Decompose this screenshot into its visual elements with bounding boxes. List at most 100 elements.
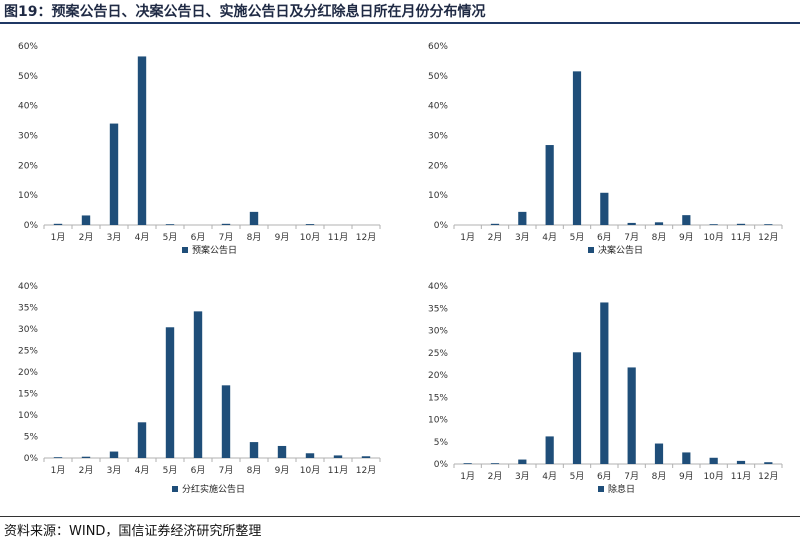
y-tick-label: 5%: [24, 433, 39, 443]
bar: [81, 215, 91, 225]
x-tick-label: 7月: [624, 471, 639, 482]
x-tick-label: 8月: [652, 232, 667, 243]
x-tick-label: 12月: [758, 232, 778, 243]
bar: [764, 224, 773, 225]
y-tick-label: 50%: [18, 72, 38, 82]
bar: [249, 442, 259, 458]
x-tick-label: 10月: [703, 232, 723, 243]
y-tick-label: 50%: [428, 72, 448, 82]
x-tick-label: 4月: [542, 471, 557, 482]
bar: [572, 352, 582, 464]
x-tick-label: 5月: [163, 232, 178, 243]
bar: [333, 455, 343, 458]
bar: [709, 457, 718, 464]
bar: [137, 56, 147, 225]
bar: [463, 463, 472, 464]
source-note: 资料来源：WIND，国信证券经济研究所整理: [4, 524, 262, 539]
x-tick-label: 3月: [107, 232, 122, 243]
y-tick-label: 35%: [18, 304, 38, 314]
bar: [654, 443, 664, 464]
x-tick-label: 9月: [275, 465, 290, 476]
x-tick-label: 7月: [624, 232, 639, 243]
bar: [249, 211, 259, 225]
bar: [221, 385, 231, 458]
x-tick-label: 5月: [163, 465, 178, 476]
y-tick-label: 10%: [428, 191, 448, 201]
y-tick-label: 30%: [18, 132, 38, 142]
x-tick-label: 6月: [191, 232, 206, 243]
bar: [193, 311, 203, 458]
bar: [490, 463, 500, 464]
bar: [600, 192, 609, 225]
y-tick-label: 40%: [428, 282, 448, 292]
x-tick-label: 1月: [51, 232, 66, 243]
y-tick-label: 20%: [428, 371, 448, 381]
bar: [600, 302, 609, 464]
bar: [490, 223, 500, 225]
x-tick-label: 3月: [515, 232, 530, 243]
legend-swatch: [172, 486, 178, 492]
x-tick-label: 4月: [135, 232, 150, 243]
x-tick-label: 7月: [219, 465, 234, 476]
x-tick-label: 6月: [597, 471, 612, 482]
x-tick-label: 1月: [51, 465, 66, 476]
bar: [53, 457, 63, 458]
y-tick-label: 10%: [18, 411, 38, 421]
x-tick-label: 12月: [758, 471, 778, 482]
x-tick-label: 8月: [247, 232, 262, 243]
legend-swatch: [588, 247, 594, 253]
bar: [572, 71, 582, 225]
x-tick-label: 7月: [219, 232, 234, 243]
x-tick-label: 9月: [275, 232, 290, 243]
y-tick-label: 60%: [18, 42, 38, 52]
y-tick-label: 10%: [18, 191, 38, 201]
chart-implementation-announcement: 0% 5% 10% 15% 20% 25% 30% 35% 40% 1月 2月 3月 4月 5月 6月 7月 8…: [18, 282, 381, 495]
bar: [361, 456, 371, 458]
y-tick-label: 30%: [428, 132, 448, 142]
bar: [518, 211, 527, 225]
bar: [627, 222, 636, 225]
bar: [109, 451, 119, 458]
x-tick-label: 2月: [79, 232, 94, 243]
bar: [518, 459, 527, 464]
x-tick-label: 2月: [79, 465, 94, 476]
x-tick-label: 10月: [703, 471, 723, 482]
bar: [736, 460, 746, 464]
bottom-rule: [0, 516, 800, 517]
x-tick-label: 11月: [731, 471, 751, 482]
bar: [305, 453, 315, 458]
y-tick-label: 40%: [18, 282, 38, 292]
bar: [736, 223, 746, 225]
y-tick-label: 40%: [18, 102, 38, 112]
y-tick-label: 40%: [428, 102, 448, 112]
bar: [627, 367, 636, 464]
bar: [545, 436, 554, 464]
x-tick-label: 11月: [328, 232, 348, 243]
legend-label: 决案公告日: [598, 244, 643, 256]
legend-swatch: [182, 247, 188, 253]
x-tick-label: 8月: [652, 471, 667, 482]
legend-label: 分红实施公告日: [182, 483, 245, 495]
y-tick-label: 35%: [428, 304, 448, 314]
y-tick-label: 0%: [24, 221, 39, 231]
chart-ex-dividend-date: 0% 5% 10% 15% 20% 25% 30% 35% 40% 1月 2月 3月 4月 5月 6月 7月 8…: [428, 282, 783, 495]
bar: [277, 445, 287, 458]
x-tick-label: 10月: [300, 232, 320, 243]
x-tick-label: 6月: [597, 232, 612, 243]
y-tick-label: 15%: [428, 393, 448, 403]
y-tick-label: 60%: [428, 42, 448, 52]
bar: [53, 223, 63, 225]
x-tick-label: 5月: [570, 232, 585, 243]
bar: [137, 422, 147, 458]
legend-swatch: [598, 486, 604, 492]
x-tick-label: 5月: [570, 471, 585, 482]
y-tick-label: 0%: [434, 460, 449, 470]
x-tick-label: 1月: [460, 232, 475, 243]
y-tick-label: 20%: [18, 161, 38, 171]
x-tick-label: 12月: [356, 465, 376, 476]
chart-announcement-plan: 0% 10% 20% 30% 40% 50% 60% 1月 2月 3月 4月 5月 6月 7月 8月 9月 10…: [18, 42, 381, 256]
x-tick-label: 8月: [247, 465, 262, 476]
bar: [165, 224, 175, 225]
x-tick-label: 3月: [515, 471, 530, 482]
x-tick-label: 11月: [328, 465, 348, 476]
